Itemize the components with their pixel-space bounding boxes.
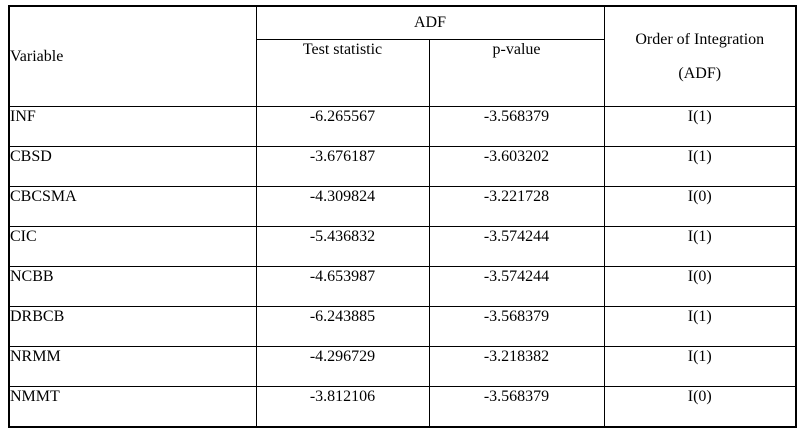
order-header-line1: Order of Integration bbox=[635, 30, 765, 48]
p-value-cell: -3.574244 bbox=[428, 226, 605, 267]
test-statistic-cell: -4.653987 bbox=[255, 266, 430, 307]
column-header-test-statistic: Test statistic bbox=[255, 39, 430, 107]
variable-cell: INF bbox=[8, 106, 257, 147]
table-row: CBCSMA -4.309824 -3.221728 I(0) bbox=[8, 186, 797, 227]
variable-cell: DRBCB bbox=[8, 306, 257, 347]
table-row: INF -6.265567 -3.568379 I(1) bbox=[8, 106, 797, 147]
order-cell: I(1) bbox=[603, 346, 797, 387]
variable-cell: NMMT bbox=[8, 386, 257, 428]
variable-cell: NCBB bbox=[8, 266, 257, 307]
table-row: NMMT -3.812106 -3.568379 I(0) bbox=[8, 386, 797, 428]
order-cell: I(1) bbox=[603, 306, 797, 347]
order-cell: I(0) bbox=[603, 266, 797, 307]
table-row: NCBB -4.653987 -3.574244 I(0) bbox=[8, 266, 797, 307]
p-value-cell: -3.574244 bbox=[428, 266, 605, 307]
header-row-sub: Test statistic p-value bbox=[9, 39, 796, 107]
table-row: CIC -5.436832 -3.574244 I(1) bbox=[8, 226, 797, 267]
test-statistic-cell: -4.296729 bbox=[255, 346, 430, 387]
order-header-line2: (ADF) bbox=[678, 64, 722, 82]
table-row: DRBCB -6.243885 -3.568379 I(1) bbox=[8, 306, 797, 347]
variable-cell: CIC bbox=[8, 226, 257, 267]
p-value-cell: -3.568379 bbox=[428, 386, 605, 428]
order-cell: I(0) bbox=[603, 186, 797, 227]
header-row-group: Variable ADF Order of Integration (ADF) bbox=[8, 5, 797, 107]
order-cell: I(1) bbox=[603, 226, 797, 267]
variable-cell: CBCSMA bbox=[8, 186, 257, 227]
variable-cell: CBSD bbox=[8, 146, 257, 187]
test-statistic-cell: -6.243885 bbox=[255, 306, 430, 347]
p-value-cell: -3.218382 bbox=[428, 346, 605, 387]
test-statistic-cell: -5.436832 bbox=[255, 226, 430, 267]
order-cell: I(1) bbox=[603, 106, 797, 147]
column-header-order-of-integration: Order of Integration (ADF) bbox=[603, 5, 797, 107]
p-value-cell: -3.603202 bbox=[428, 146, 605, 187]
p-value-cell: -3.568379 bbox=[428, 106, 605, 147]
p-value-cell: -3.568379 bbox=[428, 306, 605, 347]
test-statistic-cell: -6.265567 bbox=[255, 106, 430, 147]
column-group-header-adf: ADF bbox=[255, 5, 605, 40]
table-row: CBSD -3.676187 -3.603202 I(1) bbox=[8, 146, 797, 187]
column-header-p-value: p-value bbox=[428, 39, 605, 107]
order-cell: I(0) bbox=[603, 386, 797, 428]
column-header-variable: Variable bbox=[8, 5, 257, 107]
test-statistic-cell: -3.676187 bbox=[255, 146, 430, 187]
p-value-cell: -3.221728 bbox=[428, 186, 605, 227]
test-statistic-cell: -3.812106 bbox=[255, 386, 430, 428]
order-cell: I(1) bbox=[603, 146, 797, 187]
table-row: NRMM -4.296729 -3.218382 I(1) bbox=[8, 346, 797, 387]
test-statistic-cell: -4.309824 bbox=[255, 186, 430, 227]
variable-cell: NRMM bbox=[8, 346, 257, 387]
adf-unit-root-table: Variable ADF Order of Integration (ADF) … bbox=[8, 5, 798, 428]
